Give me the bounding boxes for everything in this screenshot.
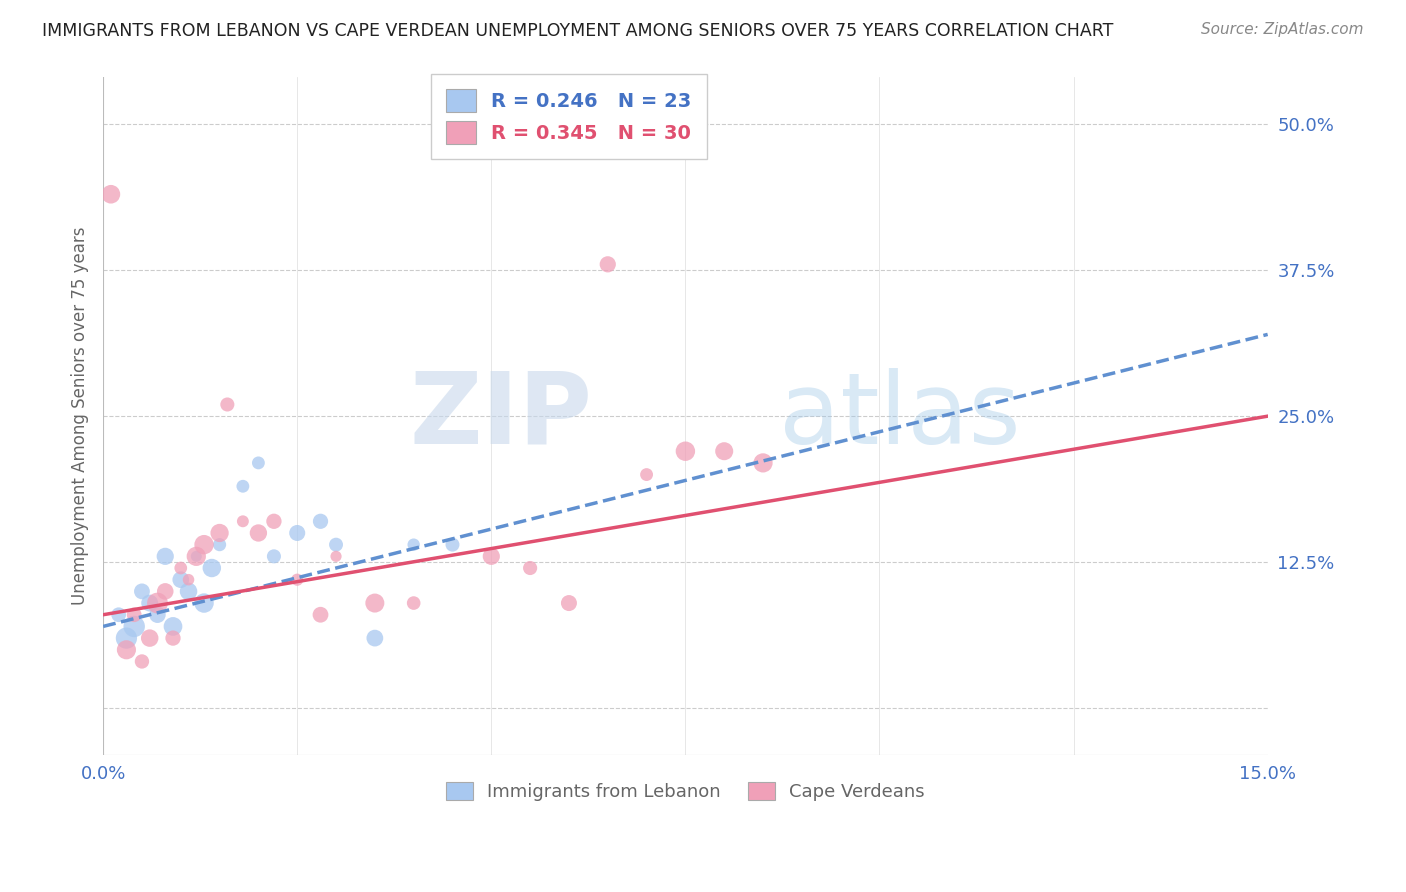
Point — [441, 538, 464, 552]
Point — [155, 584, 177, 599]
Point — [170, 573, 193, 587]
Point — [596, 257, 619, 271]
Point — [713, 444, 735, 458]
Point — [673, 444, 696, 458]
Text: atlas: atlas — [779, 368, 1021, 465]
Point — [285, 573, 308, 587]
Point — [131, 655, 153, 669]
Point — [325, 549, 347, 564]
Point — [100, 187, 122, 202]
Point — [201, 561, 224, 575]
Text: IMMIGRANTS FROM LEBANON VS CAPE VERDEAN UNEMPLOYMENT AMONG SENIORS OVER 75 YEARS: IMMIGRANTS FROM LEBANON VS CAPE VERDEAN … — [42, 22, 1114, 40]
Point — [193, 538, 215, 552]
Point — [325, 538, 347, 552]
Point — [208, 526, 231, 541]
Point — [232, 479, 254, 493]
Text: Source: ZipAtlas.com: Source: ZipAtlas.com — [1201, 22, 1364, 37]
Y-axis label: Unemployment Among Seniors over 75 years: Unemployment Among Seniors over 75 years — [72, 227, 89, 606]
Text: ZIP: ZIP — [409, 368, 592, 465]
Point — [115, 642, 138, 657]
Point — [177, 573, 200, 587]
Point — [138, 596, 160, 610]
Point — [146, 596, 169, 610]
Point — [263, 549, 285, 564]
Point — [232, 514, 254, 528]
Point — [155, 549, 177, 564]
Point — [364, 596, 387, 610]
Point — [309, 514, 332, 528]
Point — [247, 456, 270, 470]
Point — [186, 549, 208, 564]
Point — [131, 584, 153, 599]
Point — [208, 538, 231, 552]
Point — [193, 596, 215, 610]
Point — [402, 538, 425, 552]
Point — [558, 596, 581, 610]
Point — [285, 526, 308, 541]
Point — [636, 467, 658, 482]
Point — [122, 619, 145, 633]
Point — [138, 631, 160, 645]
Point — [122, 607, 145, 622]
Point — [115, 631, 138, 645]
Legend: Immigrants from Lebanon, Cape Verdeans: Immigrants from Lebanon, Cape Verdeans — [433, 769, 938, 814]
Point — [364, 631, 387, 645]
Point — [177, 584, 200, 599]
Point — [402, 596, 425, 610]
Point — [107, 607, 129, 622]
Point — [217, 397, 239, 411]
Point — [752, 456, 775, 470]
Point — [162, 631, 184, 645]
Point — [309, 607, 332, 622]
Point — [146, 607, 169, 622]
Point — [263, 514, 285, 528]
Point — [170, 561, 193, 575]
Point — [247, 526, 270, 541]
Point — [162, 619, 184, 633]
Point — [519, 561, 541, 575]
Point — [186, 549, 208, 564]
Point — [479, 549, 502, 564]
